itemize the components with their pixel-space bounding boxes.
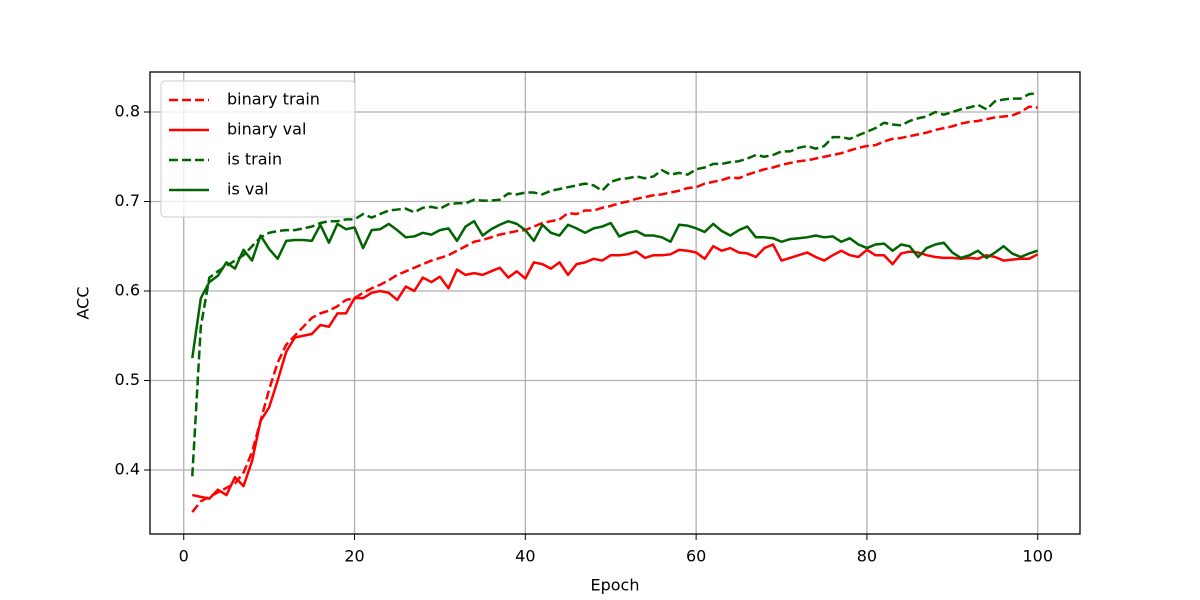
y-tick-label: 0.5 xyxy=(115,370,140,389)
x-tick-label: 100 xyxy=(1022,547,1053,566)
plot-frame xyxy=(149,71,1081,535)
legend: binary train binary val is train is val xyxy=(160,80,356,218)
y-tick-label: 0.4 xyxy=(115,460,140,479)
y-tick-label: 0.8 xyxy=(115,102,140,121)
legend-label: binary train xyxy=(227,90,320,109)
data-line xyxy=(191,219,1039,359)
x-tick-label: 20 xyxy=(344,547,364,566)
legend-box xyxy=(160,80,356,218)
legend-label: is val xyxy=(227,180,269,199)
legend-label: is train xyxy=(227,150,282,169)
data-line xyxy=(191,105,1038,513)
x-tick-label: 0 xyxy=(179,547,189,566)
y-tick-label: 0.6 xyxy=(115,281,140,300)
legend-label: binary val xyxy=(227,120,306,139)
data-line xyxy=(192,243,1039,500)
x-axis-label: Epoch xyxy=(591,576,640,595)
x-tick-label: 40 xyxy=(515,547,535,566)
x-tick-label: 60 xyxy=(686,547,706,566)
y-tick-label: 0.7 xyxy=(115,191,140,210)
data-line xyxy=(191,91,1038,477)
y-axis-label: ACC xyxy=(74,286,93,319)
x-tick-label: 80 xyxy=(857,547,877,566)
